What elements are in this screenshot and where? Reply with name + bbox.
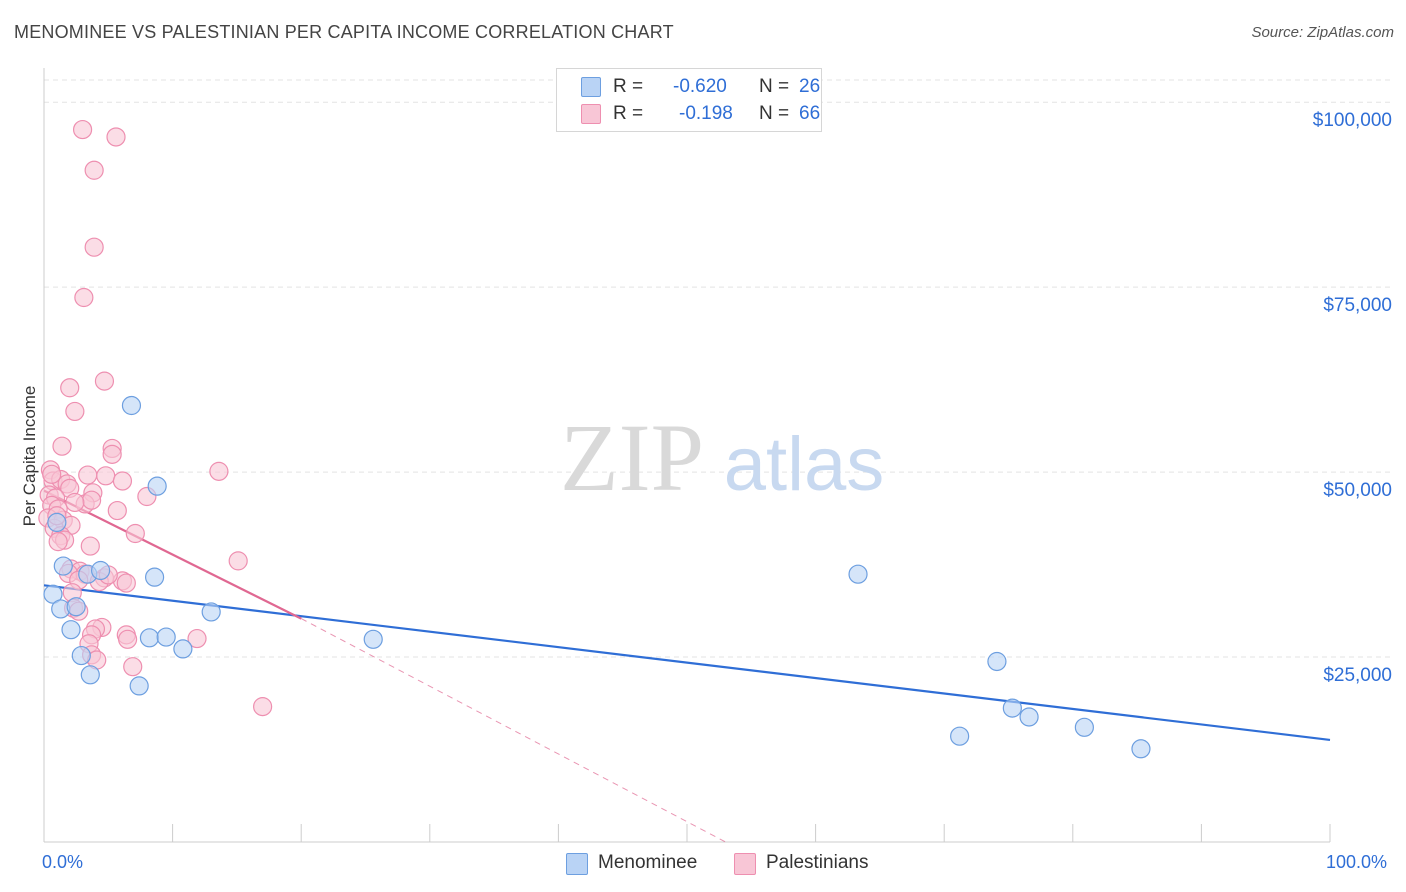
n-label: N = [759, 103, 790, 124]
correlation-legend: R = -0.620 N = 26 R = -0.198 N = 66 [556, 68, 822, 132]
menominee-point [66, 597, 86, 617]
palestinians-point [112, 471, 133, 491]
y-tick-labels: $25,000 $50,000 $75,000 $100,000 [1313, 110, 1392, 686]
menominee-point [71, 645, 91, 666]
menominee-point [156, 627, 176, 647]
palestinians-point [72, 119, 93, 140]
palestinians-point [209, 461, 229, 481]
palestinians-point [81, 490, 102, 510]
r-label: R = [613, 76, 644, 97]
menominee-point [43, 584, 63, 604]
palestinians-point [65, 492, 85, 513]
palestinians-point [107, 500, 127, 521]
x-tick-label-min: 0.0% [42, 852, 84, 872]
n-value: 26 [799, 76, 821, 97]
palestinians-legend-label: Palestinians [766, 852, 869, 873]
menominee-point [173, 639, 193, 659]
y-tick-label: $25,000 [1323, 665, 1392, 686]
r-value: -0.198 [679, 103, 733, 124]
palestinians-point [94, 371, 115, 391]
palestinians-point [52, 436, 72, 456]
watermark-zip: ZIP [560, 404, 704, 511]
y-axis-title: Per Capita Income [20, 385, 39, 527]
palestinians-point [187, 628, 207, 649]
menominee-point [1074, 717, 1094, 737]
y-tick-label: $100,000 [1313, 110, 1392, 131]
menominee-point [90, 560, 111, 581]
menominee-point [848, 564, 868, 584]
menominee-point [121, 395, 142, 416]
source-label: Source: ZipAtlas.com [1251, 24, 1394, 41]
palestinians-point [106, 127, 126, 147]
menominee-point [987, 651, 1007, 672]
palestinians-point [65, 401, 85, 422]
menominee-legend-label: Menominee [598, 852, 698, 873]
menominee-point [1002, 698, 1022, 718]
palestinians-point [116, 573, 136, 593]
r-value: -0.620 [673, 76, 727, 97]
palestinians-point [84, 160, 104, 180]
chart-title: MENOMINEE VS PALESTINIAN PER CAPITA INCO… [14, 22, 674, 42]
menominee-point [61, 620, 81, 640]
menominee-trend-line [43, 584, 1331, 741]
x-tick-label-max: 100.0% [1326, 852, 1388, 872]
n-label: N = [759, 76, 790, 97]
palestinians-trend-extension [300, 618, 726, 843]
y-tick-label: $75,000 [1323, 295, 1392, 316]
menominee-legend-swatch [566, 853, 588, 875]
watermark-atlas: atlas [724, 422, 885, 507]
palestinians-point [253, 697, 273, 717]
menominee-point [950, 726, 970, 746]
menominee-point [139, 628, 160, 648]
menominee-point [1019, 707, 1039, 727]
palestinians-point [123, 657, 143, 677]
menominee-point [144, 567, 165, 587]
n-value: 66 [799, 103, 821, 124]
points-layer [38, 119, 1151, 759]
menominee-swatch [581, 77, 601, 97]
palestinians-point [42, 464, 62, 484]
palestinians-point [78, 465, 98, 485]
palestinians-point [84, 237, 104, 257]
palestinians-point [48, 532, 68, 552]
menominee-point [363, 629, 383, 649]
palestinians-swatch [581, 104, 601, 124]
palestinians-point [80, 536, 100, 556]
menominee-point [201, 602, 221, 622]
watermark: ZIP atlas [560, 404, 884, 511]
palestinians-point [102, 444, 122, 464]
palestinians-point [117, 629, 138, 649]
r-label: R = [613, 103, 644, 124]
palestinians-legend-swatch [734, 853, 756, 875]
grid-layer [44, 79, 1392, 658]
menominee-point [147, 476, 167, 496]
menominee-point [47, 512, 67, 533]
trend-layer [43, 489, 1331, 843]
menominee-point [80, 665, 100, 685]
y-tick-label: $50,000 [1323, 480, 1392, 501]
palestinians-point [228, 551, 248, 571]
axis-layer [43, 68, 1331, 843]
palestinians-point [125, 523, 145, 544]
menominee-point [1131, 739, 1151, 759]
palestinians-point [60, 378, 80, 398]
palestinians-point [74, 287, 94, 308]
menominee-point [53, 556, 73, 576]
palestinians-point [96, 466, 116, 486]
menominee-point [129, 676, 149, 696]
